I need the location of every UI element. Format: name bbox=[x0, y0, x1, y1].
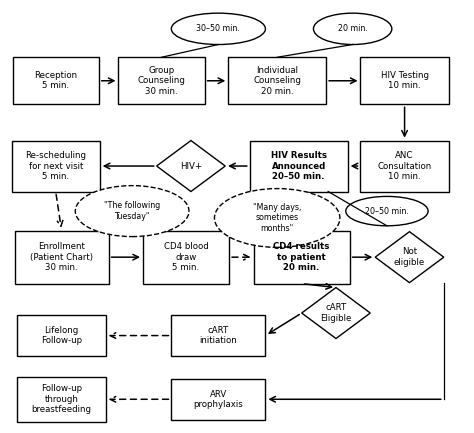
FancyBboxPatch shape bbox=[143, 231, 229, 284]
FancyBboxPatch shape bbox=[118, 57, 205, 104]
Polygon shape bbox=[301, 288, 370, 339]
Ellipse shape bbox=[171, 13, 265, 45]
FancyBboxPatch shape bbox=[250, 141, 348, 191]
FancyBboxPatch shape bbox=[15, 231, 109, 284]
Text: 30–50 min.: 30–50 min. bbox=[196, 24, 240, 33]
FancyBboxPatch shape bbox=[361, 57, 449, 104]
Text: HIV Testing
10 min.: HIV Testing 10 min. bbox=[381, 71, 428, 90]
Text: Re-scheduling
for next visit
5 min.: Re-scheduling for next visit 5 min. bbox=[25, 151, 86, 181]
Text: Individual
Counseling
20 min.: Individual Counseling 20 min. bbox=[253, 66, 301, 96]
FancyBboxPatch shape bbox=[171, 315, 265, 356]
Ellipse shape bbox=[214, 188, 340, 247]
Text: 20–50 min.: 20–50 min. bbox=[365, 207, 409, 216]
FancyBboxPatch shape bbox=[228, 57, 326, 104]
Text: ARV
prophylaxis: ARV prophylaxis bbox=[193, 390, 243, 409]
Text: Group
Counseling
30 min.: Group Counseling 30 min. bbox=[137, 66, 185, 96]
Ellipse shape bbox=[313, 13, 392, 45]
Polygon shape bbox=[375, 232, 444, 283]
Text: "Many days,
sometimes
months": "Many days, sometimes months" bbox=[253, 203, 301, 233]
FancyBboxPatch shape bbox=[11, 141, 100, 191]
Text: HIV+: HIV+ bbox=[180, 162, 202, 171]
FancyBboxPatch shape bbox=[13, 57, 99, 104]
Text: "The following
Tuesday": "The following Tuesday" bbox=[104, 201, 160, 221]
FancyBboxPatch shape bbox=[361, 141, 449, 191]
Text: CD4 results
to patient
20 min.: CD4 results to patient 20 min. bbox=[273, 242, 330, 272]
Text: Reception
5 min.: Reception 5 min. bbox=[34, 71, 77, 90]
FancyBboxPatch shape bbox=[18, 315, 106, 356]
Text: Lifelong
Follow-up: Lifelong Follow-up bbox=[41, 326, 82, 345]
FancyBboxPatch shape bbox=[171, 379, 265, 420]
Text: CD4 blood
draw
5 min.: CD4 blood draw 5 min. bbox=[164, 242, 209, 272]
Text: 20 min.: 20 min. bbox=[337, 24, 367, 33]
FancyBboxPatch shape bbox=[18, 377, 106, 422]
Polygon shape bbox=[156, 141, 225, 191]
Text: HIV Results
Announced
20–50 min.: HIV Results Announced 20–50 min. bbox=[271, 151, 327, 181]
Ellipse shape bbox=[346, 197, 428, 226]
Text: Enrollment
(Patient Chart)
30 min.: Enrollment (Patient Chart) 30 min. bbox=[30, 242, 93, 272]
Text: Not
eligible: Not eligible bbox=[394, 248, 425, 267]
Ellipse shape bbox=[75, 186, 189, 236]
FancyBboxPatch shape bbox=[254, 231, 350, 284]
Text: cART
initiation: cART initiation bbox=[200, 326, 237, 345]
Text: ANC
Consultation
10 min.: ANC Consultation 10 min. bbox=[377, 151, 432, 181]
Text: cART
Eligible: cART Eligible bbox=[320, 304, 352, 323]
Text: Follow-up
through
breastfeeding: Follow-up through breastfeeding bbox=[32, 385, 91, 414]
